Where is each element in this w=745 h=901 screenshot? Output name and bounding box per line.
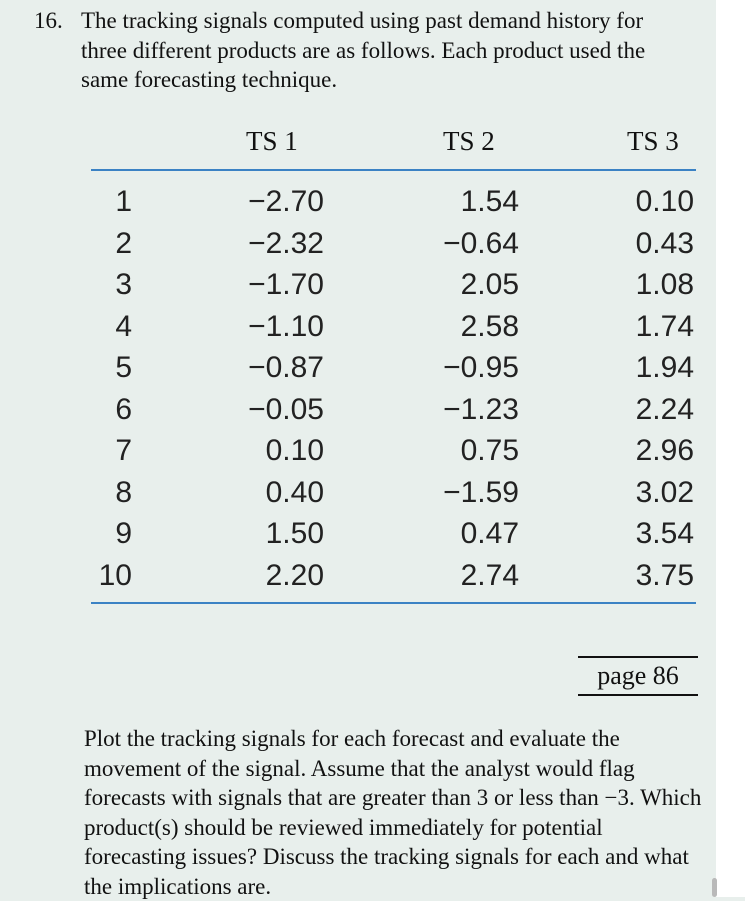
period-cell: 1 [115,185,132,218]
ts3-cell: 2.96 [635,434,694,467]
ts2-cell: 0.47 [460,517,519,550]
ts2-cell: 2.05 [460,268,519,301]
period-cell: 4 [115,310,132,343]
ts1-cell: 1.50 [265,517,324,550]
ts2-cell: 2.58 [460,310,519,343]
period-cell: 9 [115,517,132,550]
period-cell: 3 [115,268,132,301]
ts3-cell: 3.75 [635,559,694,592]
ts1-cell: −2.32 [248,227,324,260]
question-number: 16. [34,8,63,33]
ts3-cell: 3.02 [635,476,694,509]
page-reference: page 86 [578,656,698,696]
ts2-cell: 0.75 [460,434,519,467]
table-top-rule [91,169,696,171]
ts1-cell: 2.20 [265,559,324,592]
ts3-cell: 1.74 [635,310,694,343]
table-bottom-rule [91,602,696,604]
header-ts1: TS 1 [246,126,298,156]
scroll-track[interactable] [716,0,745,897]
ts3-cell: 0.10 [635,185,694,218]
ts3-cell: 3.54 [635,517,694,550]
question-block: 16. The tracking signals computed using … [34,6,694,95]
ts2-cell: −0.95 [443,351,519,384]
ts3-cell: 0.43 [635,227,694,260]
scrollbar-thumb[interactable] [712,878,717,897]
ts2-cell: 2.74 [460,559,519,592]
period-cell: 8 [115,476,132,509]
ts3-cell: 2.24 [635,393,694,426]
ts2-cell: −0.64 [443,227,519,260]
ts1-cell: −0.87 [248,351,324,384]
question-text: The tracking signals computed using past… [81,8,646,92]
header-ts2: TS 2 [443,126,495,156]
period-cell: 7 [115,434,132,467]
period-cell: 10 [98,559,132,592]
ts1-cell: 0.40 [265,476,324,509]
ts3-cell: 1.94 [635,351,694,384]
period-cell: 2 [115,227,132,260]
ts2-cell: −1.59 [443,476,519,509]
header-ts3: TS 3 [627,126,679,156]
ts1-cell: −0.05 [248,393,324,426]
instructions-text: Plot the tracking signals for each forec… [84,726,702,899]
document-page: 16. The tracking signals computed using … [34,6,702,899]
ts3-cell: 1.08 [635,268,694,301]
ts1-cell: −1.10 [248,310,324,343]
ts1-cell: −2.70 [248,185,324,218]
ts1-cell: −1.70 [248,268,324,301]
ts2-cell: 1.54 [460,185,519,218]
period-cell: 5 [115,351,132,384]
ts1-cell: 0.10 [265,434,324,467]
ts2-cell: −1.23 [443,393,519,426]
period-cell: 6 [115,393,132,426]
